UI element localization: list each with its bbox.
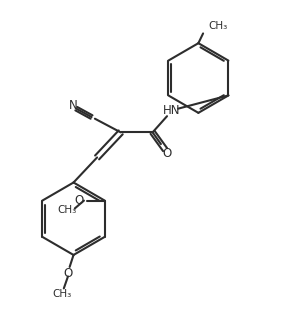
Text: O: O [163,147,172,160]
Text: CH₃: CH₃ [53,289,72,299]
Text: O: O [63,267,73,280]
Text: CH₃: CH₃ [58,205,77,215]
Text: HN: HN [163,104,181,117]
Text: CH₃: CH₃ [208,22,227,32]
Text: O: O [75,194,84,207]
Text: N: N [68,99,77,112]
